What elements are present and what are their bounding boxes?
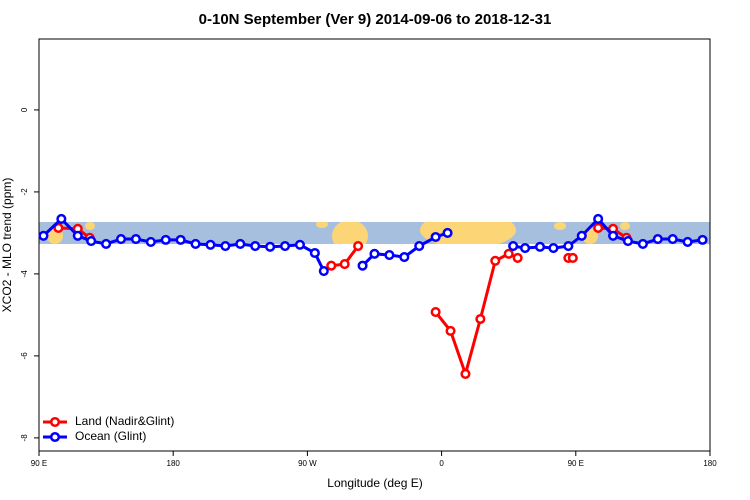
data-point — [220, 240, 231, 252]
data-point — [160, 234, 171, 245]
legend-marker — [49, 416, 61, 428]
x-tick-label: 90 W — [298, 459, 317, 468]
data-point — [430, 306, 441, 318]
data-point — [593, 222, 604, 234]
data-point — [652, 234, 663, 245]
data-point — [697, 234, 708, 245]
data-point — [399, 252, 410, 263]
y-tick-label: -8 — [20, 434, 29, 442]
x-tick-label: 0 — [439, 459, 444, 468]
data-point — [490, 255, 501, 266]
data-point — [279, 240, 291, 252]
data-point — [608, 230, 619, 241]
data-point — [235, 238, 246, 250]
y-tick-label: -6 — [20, 352, 29, 360]
data-point — [576, 230, 587, 241]
data-point — [190, 238, 201, 250]
data-point — [318, 265, 329, 277]
y-axis-label: XCO2 - MLO trend (ppm) — [0, 178, 14, 313]
data-point — [637, 238, 648, 250]
data-point — [548, 243, 559, 254]
x-tick-label: 180 — [167, 459, 181, 468]
plot-frame — [38, 38, 711, 452]
data-point — [622, 236, 634, 247]
data-point — [130, 234, 141, 245]
data-point — [56, 213, 67, 225]
data-point — [430, 231, 441, 243]
data-point — [460, 368, 471, 379]
map-strip — [39, 222, 710, 244]
data-point — [101, 238, 112, 250]
data-point — [339, 259, 350, 270]
data-point — [414, 240, 425, 252]
y-tick-label: -2 — [20, 188, 29, 196]
data-point — [115, 234, 127, 245]
x-axis-label: Longitude (deg E) — [327, 476, 422, 490]
y-tick-label: 0 — [20, 107, 29, 112]
data-point — [205, 239, 216, 250]
data-point — [326, 260, 337, 271]
data-point — [265, 241, 276, 252]
data-point — [508, 240, 519, 252]
data-point — [512, 252, 523, 263]
data-point — [86, 236, 97, 247]
data-point — [53, 222, 64, 234]
data-point — [294, 239, 305, 250]
data-point — [682, 236, 693, 247]
data-point — [475, 313, 486, 325]
data-point — [145, 236, 156, 247]
data-point — [38, 230, 49, 241]
data-point — [353, 240, 364, 252]
legend-label: Land (Nadir&Glint) — [75, 414, 174, 428]
data-point — [593, 213, 604, 225]
data-point — [563, 240, 574, 252]
data-point — [667, 234, 678, 245]
data-point — [309, 247, 320, 259]
data-point — [357, 260, 368, 271]
y-tick-label: -4 — [20, 270, 29, 278]
data-point — [369, 248, 380, 259]
data-point — [567, 252, 578, 263]
x-tick-label: 90 E — [568, 459, 584, 468]
legend-label: Ocean (Glint) — [75, 429, 146, 443]
x-tick-label: 90 E — [31, 459, 47, 468]
legend-marker — [49, 431, 61, 443]
data-point — [384, 249, 395, 261]
data-point — [250, 240, 261, 252]
data-point — [520, 243, 531, 254]
data-point — [72, 230, 83, 241]
chart-title: 0-10N September (Ver 9) 2014-09-06 to 20… — [199, 11, 552, 28]
x-tick-label: 180 — [703, 459, 717, 468]
data-point — [175, 234, 186, 245]
data-point — [534, 241, 546, 252]
data-point — [442, 227, 453, 238]
data-point — [445, 325, 456, 336]
data-point — [503, 248, 514, 259]
